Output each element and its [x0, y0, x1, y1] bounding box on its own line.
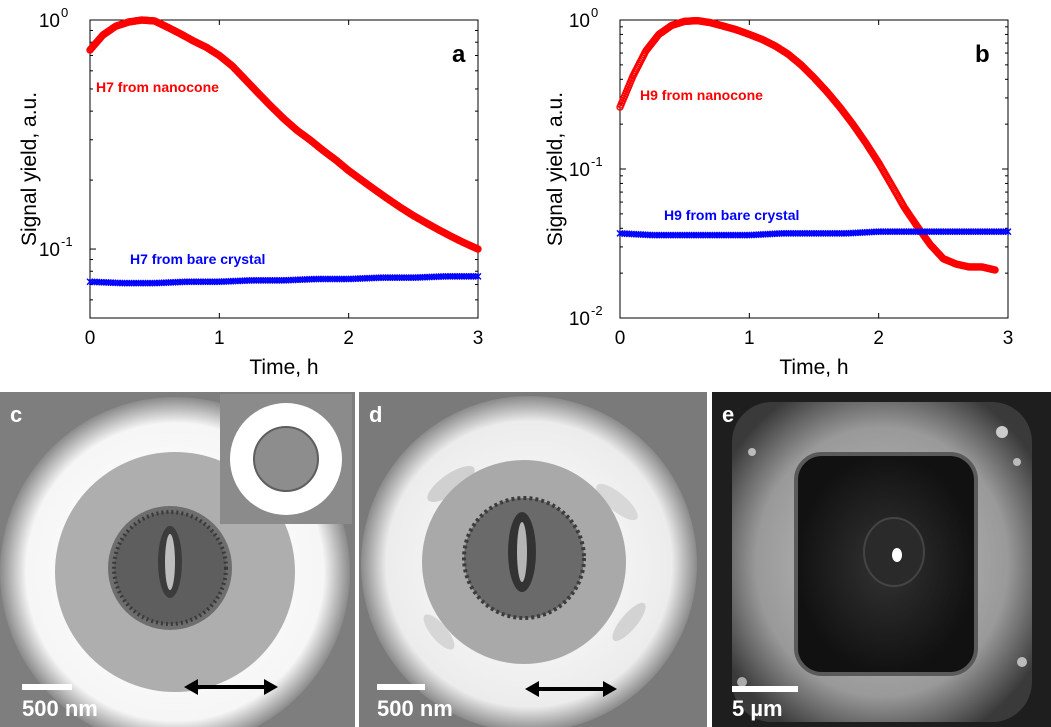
series-label: H7 from nanocone	[96, 79, 219, 95]
series-bare-crystal	[616, 228, 1012, 239]
panel-label-a: a	[452, 41, 466, 68]
y-tick-exponent: -1	[591, 154, 603, 169]
sem-image-panel-c: c 500 nm	[0, 392, 355, 727]
data-point	[991, 266, 999, 274]
series-nanocone	[86, 16, 482, 253]
y-axis-label: Signal yield, a.u.	[544, 92, 567, 246]
y-tick-label: 10	[569, 309, 590, 330]
y-tick-exponent: 0	[61, 5, 68, 20]
x-tick-label: 0	[85, 328, 96, 349]
x-tick-label: 2	[343, 328, 354, 349]
sem-image-panel-e: e 5 µm	[712, 392, 1051, 727]
x-axis-label: Time, h	[779, 356, 848, 379]
data-point	[474, 245, 482, 253]
sem-image-e	[712, 392, 1051, 727]
y-tick-label: 10	[39, 240, 60, 261]
scale-label-c: 500 nm	[22, 696, 98, 721]
x-tick-label: 1	[214, 328, 225, 349]
plot-frame	[619, 19, 1009, 319]
x-tick-label: 1	[744, 328, 755, 349]
y-tick-label: 10	[569, 11, 590, 32]
panel-label-d: d	[369, 402, 383, 427]
scale-bar-e	[732, 686, 798, 692]
plot-frame	[89, 19, 479, 319]
data-point	[474, 272, 482, 280]
panel-label-e: e	[722, 402, 735, 427]
panel-label-c: c	[10, 402, 23, 427]
y-axis-label: Signal yield, a.u.	[18, 92, 41, 246]
scale-label-e: 5 µm	[732, 696, 783, 721]
series-label: H9 from bare crystal	[664, 207, 799, 223]
x-axis-label: Time, h	[249, 356, 318, 379]
x-tick-label: 2	[873, 328, 884, 349]
scale-bar-c	[22, 684, 72, 690]
data-point	[472, 272, 480, 280]
y-tick-label: 10	[39, 11, 60, 32]
data-point	[1002, 228, 1010, 236]
series-label: H9 from nanocone	[640, 87, 763, 103]
y-tick-exponent: -2	[591, 303, 603, 318]
panel-label-b: b	[975, 41, 990, 68]
y-tick-exponent: -1	[61, 234, 73, 249]
sem-image-c	[0, 392, 355, 727]
y-tick-exponent: 0	[591, 5, 598, 20]
series-nanocone	[616, 16, 999, 274]
data-point	[1004, 228, 1012, 236]
sem-image-d	[359, 392, 707, 727]
series-label: H7 from bare crystal	[130, 251, 265, 267]
scale-label-d: 500 nm	[377, 696, 453, 721]
series-bare-crystal	[86, 272, 482, 287]
sem-image-panel-d: d 500 nm	[359, 392, 707, 727]
x-tick-label: 0	[615, 328, 626, 349]
y-tick-label: 10	[569, 160, 590, 181]
x-tick-label: 3	[1003, 328, 1014, 349]
scale-bar-d	[377, 684, 425, 690]
x-tick-label: 3	[473, 328, 484, 349]
